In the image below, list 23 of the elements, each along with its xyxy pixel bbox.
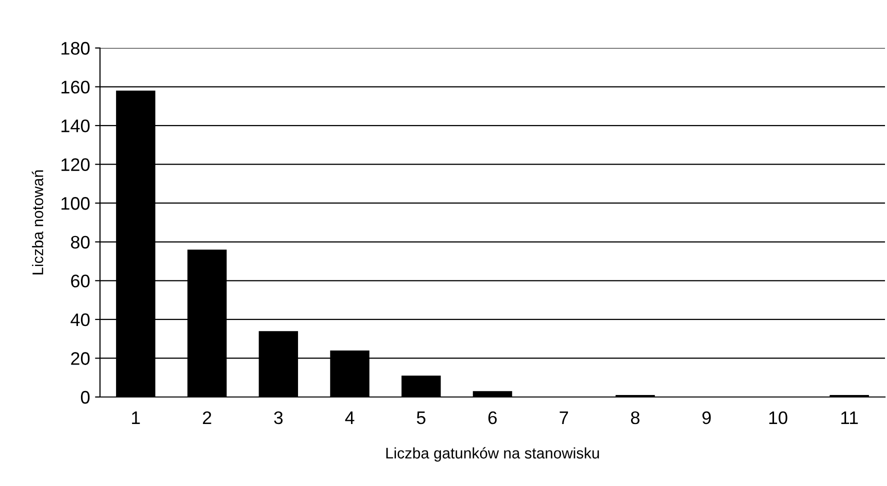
x-tick-label: 9 [702,411,711,424]
x-tick-label: 8 [630,411,640,424]
x-tick-label: 10 [769,411,788,424]
x-tick-label: 7 [560,412,568,424]
x-tick-label: 6 [488,411,497,424]
y-tick-label: 180 [62,42,90,55]
y-tick-label: 140 [62,119,90,132]
y-tick-label: 0 [80,390,90,404]
x-tick-label: 2 [202,411,212,424]
x-tick-label: 4 [345,412,354,424]
x-tick-label: 5 [416,412,426,424]
x-tick-label: 1 [132,412,140,424]
y-tick-label: 20 [71,352,90,365]
x-tick-label: 3 [274,411,283,424]
y-tick-label: 40 [70,313,90,326]
y-tick-label: 100 [62,197,90,210]
y-axis-title: Liczba notowań [32,170,44,274]
x-axis-title: Liczba gatunków na stanowisku [386,447,599,462]
y-tick-label: 80 [70,236,90,249]
y-tick-label: 120 [62,158,90,172]
x-tick-label: 11 [841,412,858,424]
y-tick-label: 160 [62,80,90,94]
y-tick-label: 60 [71,274,90,288]
